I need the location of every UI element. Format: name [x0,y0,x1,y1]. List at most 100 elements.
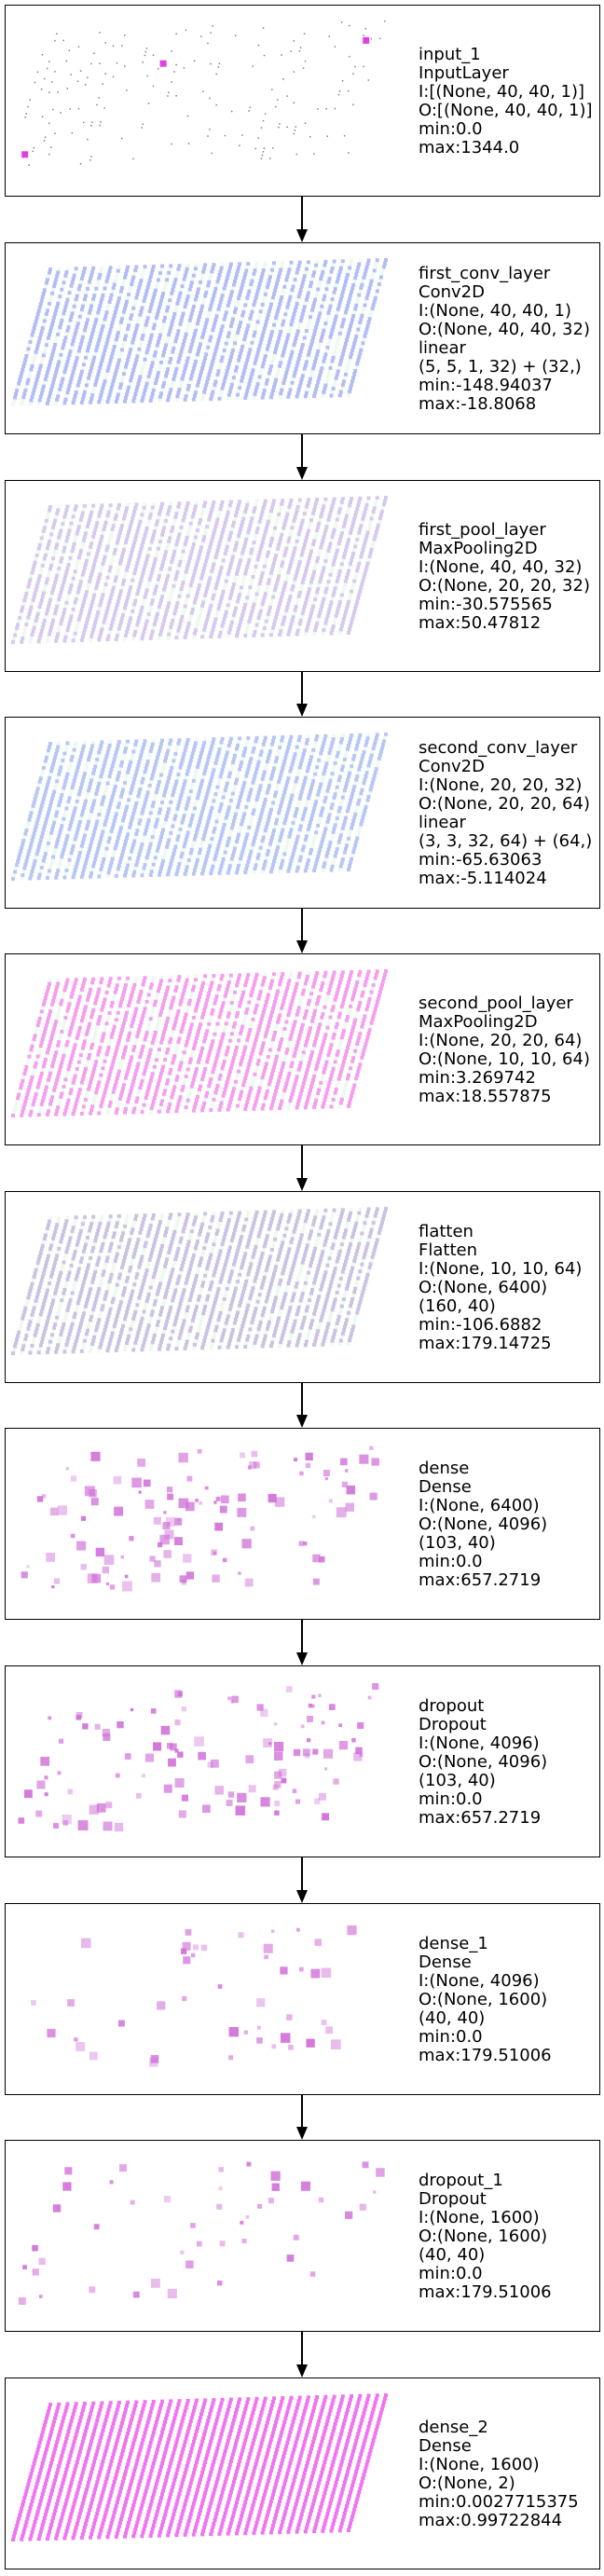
cell [56,363,61,368]
cell [228,386,233,391]
cell [186,622,191,625]
cell [243,396,248,401]
cell [92,531,97,536]
cell [181,549,185,554]
cell [355,569,360,573]
cell [341,760,346,765]
cell [233,337,238,342]
cell [236,836,240,841]
cell [233,812,238,816]
cell [280,770,284,774]
cell [140,306,144,310]
cell [180,820,185,825]
cell [323,559,328,564]
cell [333,349,337,353]
cell [124,870,129,874]
cell [119,853,124,857]
cell [295,742,300,746]
cell [330,627,335,632]
cell [245,626,250,631]
cell [86,318,89,322]
cell [140,842,144,846]
cell [51,762,56,767]
cell [336,576,340,581]
cell [151,738,156,743]
cell [157,543,161,548]
cell [226,392,231,397]
cell [333,586,337,591]
cell [354,809,359,814]
cell [228,530,233,535]
cell [249,313,254,318]
cell [301,546,306,551]
cell [229,589,234,594]
cell [137,554,142,558]
cell [243,602,248,607]
cell [316,555,321,560]
cell [45,278,49,282]
cell [256,378,261,383]
cell [163,553,168,557]
cell [32,625,36,630]
cell [154,759,158,763]
cell [191,397,196,402]
cell [203,531,208,536]
cell [246,530,251,535]
cell [221,856,226,861]
cell [151,533,156,538]
cell [314,830,319,835]
cell [48,61,50,62]
cell [63,397,68,402]
cell [366,496,371,500]
cell [361,548,365,553]
cell [99,805,103,810]
cell [225,843,229,848]
cell [355,743,360,747]
cell [233,750,238,755]
cell [37,779,42,784]
cell [62,782,67,787]
cell [133,537,138,541]
cell [299,553,304,557]
cell [201,775,206,780]
cell [138,550,143,555]
cell [174,636,179,640]
cell [87,613,91,618]
cell [38,302,43,307]
cell [343,548,348,553]
cell [71,545,76,550]
cell [307,618,311,623]
cell [260,271,265,276]
cell [27,581,32,585]
cell [177,532,182,537]
cell [172,581,177,585]
cell [48,567,52,571]
cell [349,293,353,297]
cell [317,553,322,557]
cell [368,282,373,287]
cell [340,795,345,800]
cell [100,534,104,539]
cell [84,528,89,532]
cell [88,816,92,820]
cell [348,596,352,601]
cell [20,639,24,644]
cell [347,269,350,274]
cell [200,397,205,402]
cell [272,322,276,327]
cell [77,758,82,762]
cell [272,385,276,390]
cell [128,350,132,355]
cell [62,277,67,281]
cell [308,583,312,588]
cell [135,529,140,534]
cell [105,544,110,549]
cell [348,89,350,92]
cell [35,312,40,317]
cell [154,316,158,321]
cell [284,845,289,850]
cell [90,805,95,810]
cell [260,334,265,338]
cell [235,603,239,608]
cell [147,845,152,850]
